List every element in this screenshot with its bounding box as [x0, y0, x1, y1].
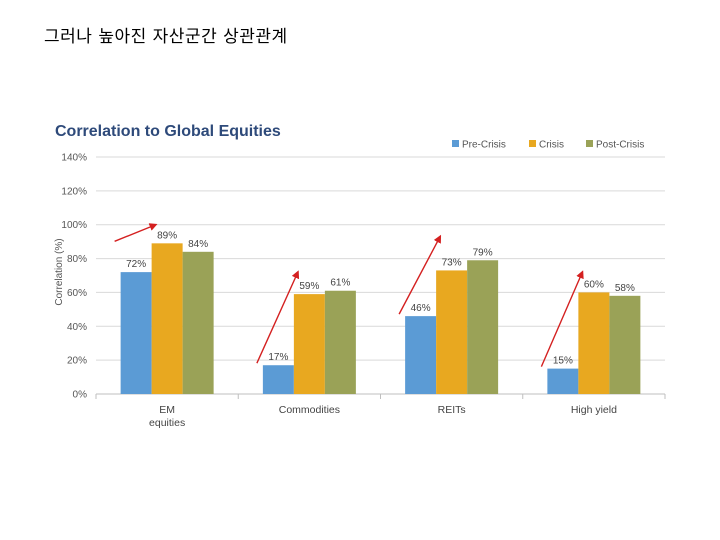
data-label: 84% [188, 239, 208, 250]
bar-crisis [578, 292, 610, 394]
trend-arrow [540, 270, 584, 367]
bar-pre-crisis [547, 368, 579, 394]
chart-title: Correlation to Global Equities [55, 123, 281, 140]
data-label: 15% [553, 356, 573, 367]
data-label: 72% [126, 259, 146, 270]
data-label: 89% [157, 230, 177, 241]
data-label: 79% [473, 247, 493, 258]
bar-post-crisis [467, 260, 499, 394]
legend-label: Pre-Crisis [462, 140, 506, 151]
bar-crisis [293, 294, 325, 394]
y-tick-label: 40% [67, 322, 87, 333]
trend-arrow [398, 234, 442, 315]
x-tick-label: High yield [571, 404, 617, 416]
y-tick-label: 80% [67, 254, 87, 265]
legend-swatch [529, 140, 536, 147]
bar-crisis [436, 270, 468, 394]
data-label: 60% [584, 279, 604, 290]
legend-label: Post-Crisis [596, 140, 644, 151]
page-title: 그러나 높아진 자산군간 상관관계 [44, 27, 288, 47]
legend-swatch [586, 140, 593, 147]
data-label: 46% [411, 303, 431, 314]
bar-post-crisis [609, 295, 641, 394]
data-label: 17% [268, 352, 288, 363]
trend-arrow [256, 270, 300, 364]
legend-label: Crisis [539, 140, 564, 151]
legend-swatch [452, 140, 459, 147]
y-tick-label: 20% [67, 356, 87, 367]
bar-post-crisis [324, 290, 356, 394]
bar-crisis [151, 243, 183, 394]
bar-pre-crisis [262, 365, 294, 394]
data-label: 73% [442, 257, 462, 268]
data-label: 59% [299, 281, 319, 292]
y-axis-label: Correlation (%) [54, 238, 65, 305]
y-tick-label: 140% [61, 153, 87, 164]
y-tick-label: 100% [61, 220, 87, 231]
bar-pre-crisis [120, 272, 152, 394]
x-tick-label: REITs [438, 404, 466, 416]
y-tick-label: 120% [61, 186, 87, 197]
x-tick-label: EM [159, 404, 175, 416]
bar-pre-crisis [405, 316, 437, 394]
x-tick-label: Commodities [279, 404, 340, 416]
data-label: 58% [615, 283, 635, 294]
bar-post-crisis [182, 251, 214, 394]
data-label: 61% [330, 278, 350, 289]
y-tick-label: 0% [73, 390, 88, 401]
trend-arrow [114, 223, 158, 242]
y-tick-label: 60% [67, 288, 87, 299]
x-tick-label: equities [149, 417, 185, 429]
